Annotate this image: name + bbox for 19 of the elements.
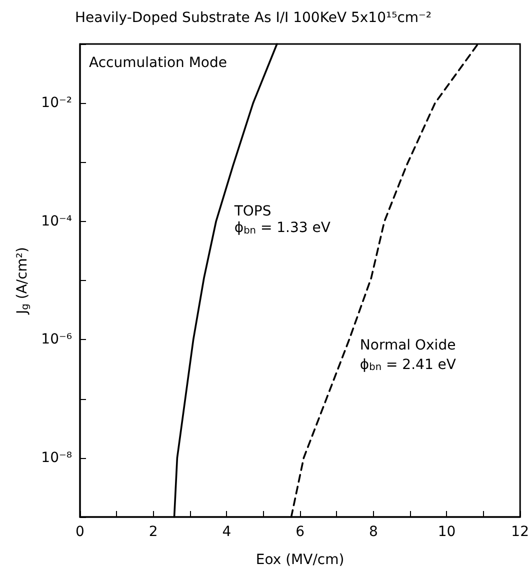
x-tick-label: 8 — [368, 524, 378, 540]
chart-title: Heavily-Doped Substrate As I/I 100KeV 5x10¹⁵cm⁻² — [75, 10, 432, 26]
y-tick-label: 10⁻² — [41, 95, 72, 112]
x-tick-label: 12 — [511, 524, 530, 540]
annotation: Normal Oxide — [360, 338, 456, 354]
x-tick-label: 2 — [148, 524, 158, 540]
annotation: TOPS — [233, 203, 272, 220]
annotation: Accumulation Mode — [89, 54, 227, 71]
y-tick-label: 10⁻⁶ — [41, 332, 72, 348]
y-tick-label: 10⁻⁴ — [41, 213, 72, 230]
annotation: ϕbn = 1.33 eV — [234, 220, 331, 237]
x-tick-label: 10 — [438, 524, 456, 540]
y-tick-label: 10⁻⁸ — [41, 450, 72, 466]
x-axis-title: Eox (MV/cm) — [256, 552, 344, 568]
x-tick-label: 0 — [76, 524, 84, 540]
y-axis-title: Jg (A/cm²) — [14, 247, 31, 315]
x-tick-label: 6 — [296, 524, 305, 540]
annotation: ϕbn = 2.41 eV — [360, 356, 456, 374]
x-tick-label: 4 — [222, 524, 232, 540]
